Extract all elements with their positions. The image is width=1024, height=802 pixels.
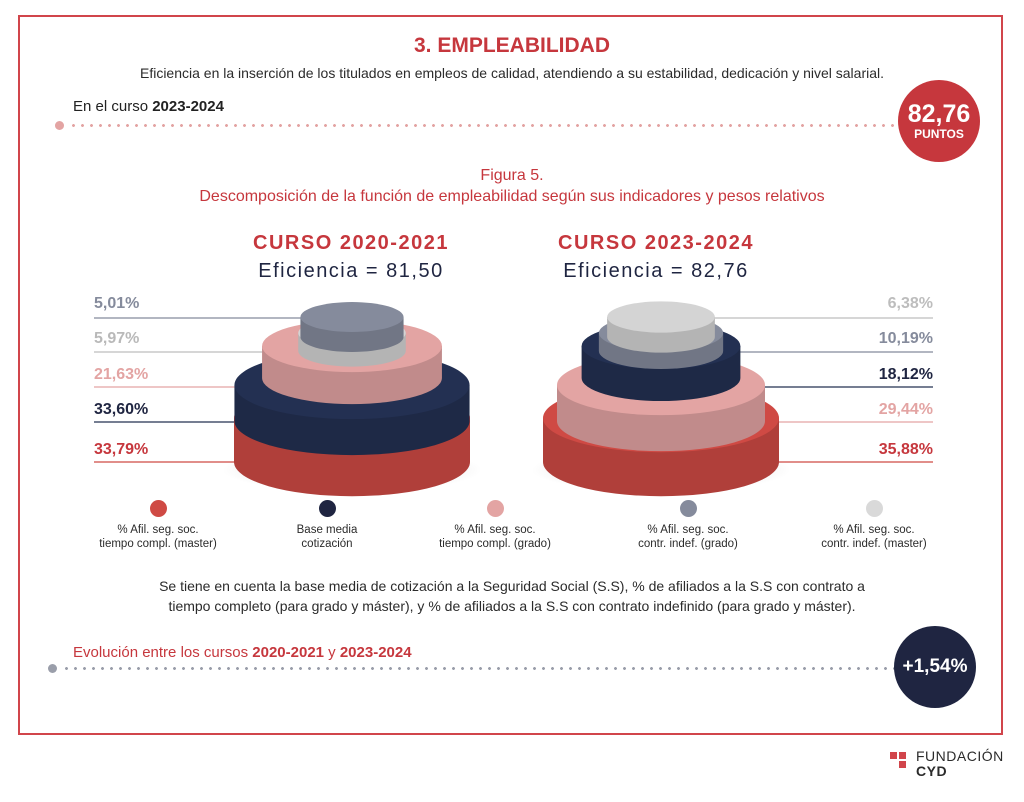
legend-label-line1: % Afil. seg. soc.: [117, 524, 199, 536]
cylinder-layer-5: [607, 301, 715, 353]
legend-item-indef-master: % Afil. seg. soc. contr. indef. (master): [789, 500, 959, 551]
legend-swatch: [318, 500, 336, 517]
legend-item-tc-master: % Afil. seg. soc. tiempo compl. (master): [73, 500, 243, 551]
legend-item-base-media: Base media cotización: [242, 500, 412, 551]
evolution-badge: +1,54%: [894, 626, 976, 708]
legend-label-line1: % Afil. seg. soc.: [454, 524, 536, 536]
cylinder-layer-5-top: [607, 301, 715, 333]
dotted-line-dots: [69, 124, 900, 127]
chart-right-efficiency: Eficiencia = 82,76: [563, 260, 749, 282]
left-label-tc-grado: 21,63%: [94, 366, 149, 383]
chart-right-title: CURSO 2023-2024: [558, 232, 754, 254]
legend-item-tc-grado: % Afil. seg. soc. tiempo compl. (grado): [410, 500, 580, 551]
right-label-indef-master: 6,38%: [887, 295, 933, 312]
legend-label-line1: % Afil. seg. soc.: [647, 524, 729, 536]
note-line2: tiempo completo (para grado y máster), y…: [168, 598, 856, 614]
section-title: 3. EMPLEABILIDAD: [413, 34, 610, 57]
evolution-from: 2020-2021: [252, 644, 324, 661]
legend-label-line2: tiempo compl. (grado): [439, 538, 551, 550]
note-line1: Se tiene en cuenta la base media de coti…: [159, 578, 865, 594]
evolution-prefix: Evolución entre los cursos: [73, 644, 253, 661]
dotted-line-dots: [62, 667, 898, 670]
dotted-line-start-dot: [48, 664, 57, 673]
legend-label-line2: contr. indef. (master): [821, 538, 927, 550]
chart-right: [531, 301, 933, 497]
score-badge: 82,76 PUNTOS: [898, 80, 980, 162]
legend-item-indef-grado: % Afil. seg. soc. contr. indef. (grado): [603, 500, 773, 551]
score-unit: PUNTOS: [914, 126, 964, 141]
legend-swatch: [149, 500, 167, 517]
dotted-line-bottom: [48, 664, 898, 673]
chart-left: [94, 302, 482, 497]
legend-label-line2: contr. indef. (grado): [638, 538, 738, 550]
evolution-connector: y: [324, 644, 340, 661]
legend-swatch: [486, 500, 504, 517]
current-course-label: En el curso 2023-2024: [73, 98, 224, 115]
course-prefix: En el curso: [73, 98, 153, 115]
legend-swatch: [679, 500, 697, 517]
chart-left-title: CURSO 2020-2021: [253, 232, 449, 254]
methodology-note: Se tiene en cuenta la base media de coti…: [0, 576, 1024, 616]
legend-swatch: [865, 500, 883, 517]
left-label-tc-master: 33,79%: [94, 441, 149, 458]
section-subtitle: Eficiencia en la inserción de los titula…: [139, 65, 885, 81]
logo-text-line2: CYD: [916, 763, 948, 779]
left-label-indef-master: 5,97%: [94, 330, 140, 347]
right-label-tc-master: 35,88%: [878, 441, 933, 458]
legend-label-line1: Base media: [296, 524, 358, 536]
evolution-to: 2023-2024: [339, 644, 412, 661]
evolution-label: Evolución entre los cursos 2020-2021 y 2…: [73, 644, 412, 661]
content-frame: [18, 15, 1003, 735]
legend-label-line2: cotización: [301, 538, 353, 550]
left-label-indef-grado: 5,01%: [94, 295, 140, 312]
logo-text-line1: FUNDACIÓN: [916, 748, 1004, 764]
right-label-indef-grado: 10,19%: [878, 330, 933, 347]
score-value: 82,76: [907, 99, 971, 128]
left-label-base-media: 33,60%: [94, 401, 149, 418]
right-label-base-media: 18,12%: [878, 366, 933, 383]
cylinder-layer-5: [300, 302, 404, 352]
cylinder-layer-5-top: [300, 302, 404, 332]
chart-left-efficiency: Eficiencia = 81,50: [258, 260, 444, 282]
right-label-tc-grado: 29,44%: [878, 401, 933, 418]
dotted-line-start-dot: [55, 121, 64, 130]
figure-title: Figura 5.: [480, 167, 544, 184]
figure-subtitle: Descomposición de la función de empleabi…: [199, 188, 825, 205]
logo-square: [899, 761, 906, 768]
legend-label-line1: % Afil. seg. soc.: [833, 524, 915, 536]
legend-label-line2: tiempo compl. (master): [99, 538, 217, 550]
logo-square: [899, 752, 906, 759]
dotted-line-top: [55, 121, 900, 130]
course-value: 2023-2024: [152, 98, 224, 115]
logo-square: [890, 752, 897, 759]
